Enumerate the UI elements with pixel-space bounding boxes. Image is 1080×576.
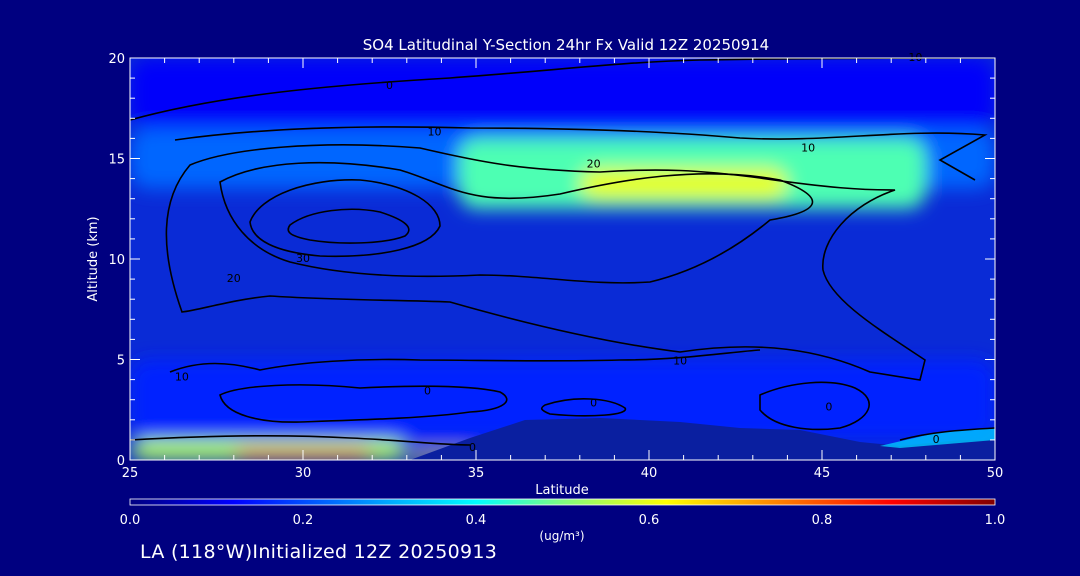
x-tick-label: 40 (641, 466, 658, 481)
contour-0-low-right (759, 381, 870, 431)
terrain-mask (410, 418, 995, 460)
x-tick-label: 25 (122, 466, 139, 481)
concentration-region-0 (130, 58, 995, 129)
contour-10-upper (174, 126, 988, 181)
contour-0-low-left (219, 384, 508, 423)
x-tick-label: 35 (468, 466, 485, 481)
x-tick-label: 50 (987, 466, 1004, 481)
contour-0-right-surface (899, 427, 995, 441)
contour-10-lower (169, 349, 761, 373)
init-time-label: LA (118°W)Initialized 12Z 20250913 (140, 541, 498, 563)
contour-label: 10 (427, 125, 441, 138)
contour-0-low-mid (540, 398, 626, 417)
x-tick-label: 30 (295, 466, 312, 481)
contour-label: 0 (386, 79, 393, 92)
concentration-field (130, 58, 995, 460)
colorbar-tick-label: 0.0 (120, 513, 141, 528)
y-tick-label: 20 (108, 52, 125, 67)
contour-label: 0 (933, 433, 940, 446)
contour-20-wide (165, 144, 926, 381)
colorbar-tick-label: 0.2 (293, 513, 314, 528)
colorbar-units: (ug/m³) (539, 529, 584, 543)
contour-label: 20 (227, 272, 241, 285)
contour-label: 0 (590, 397, 597, 410)
y-tick-label: 10 (108, 253, 125, 268)
contour-label: 0 (469, 441, 476, 454)
colorbar-tick-label: 1.0 (985, 513, 1006, 528)
colorbar-tick-label: 0.4 (466, 513, 487, 528)
chart-title: SO4 Latitudinal Y-Section 24hr Fx Valid … (363, 36, 769, 54)
axes: 25 30 35 40 45 50 0 5 10 15 20 (108, 52, 1003, 481)
colorbar-tick-label: 0.8 (812, 513, 833, 528)
terrain-bright-band (880, 428, 995, 448)
contour-label: 30 (296, 252, 310, 265)
y-tick-label: 0 (117, 454, 125, 469)
x-tick-label: 45 (814, 466, 831, 481)
contour-core (287, 208, 410, 244)
y-axis-label: Altitude (km) (86, 216, 101, 301)
contour-label: 0 (825, 401, 832, 414)
contour-lines (130, 58, 995, 446)
contour-30 (249, 179, 441, 258)
y-tick-label: 5 (117, 354, 125, 369)
concentration-region-3 (579, 168, 788, 199)
x-axis-label: Latitude (535, 483, 589, 498)
y-tick-label: 15 (108, 153, 125, 168)
contour-label: 0 (424, 385, 431, 398)
colorbar-tick-label: 0.6 (639, 513, 660, 528)
contour-label: 10 (175, 371, 189, 384)
colorbar-ticks: 0.0 0.2 0.4 0.6 0.8 1.0 (120, 513, 1006, 528)
contour-label: 10 (801, 141, 815, 154)
contour-label: 20 (587, 158, 601, 171)
colorbar (129, 498, 996, 506)
contour-label: 10 (673, 355, 687, 368)
contour-0-surface (130, 435, 471, 446)
contour-20-inner (219, 161, 814, 284)
